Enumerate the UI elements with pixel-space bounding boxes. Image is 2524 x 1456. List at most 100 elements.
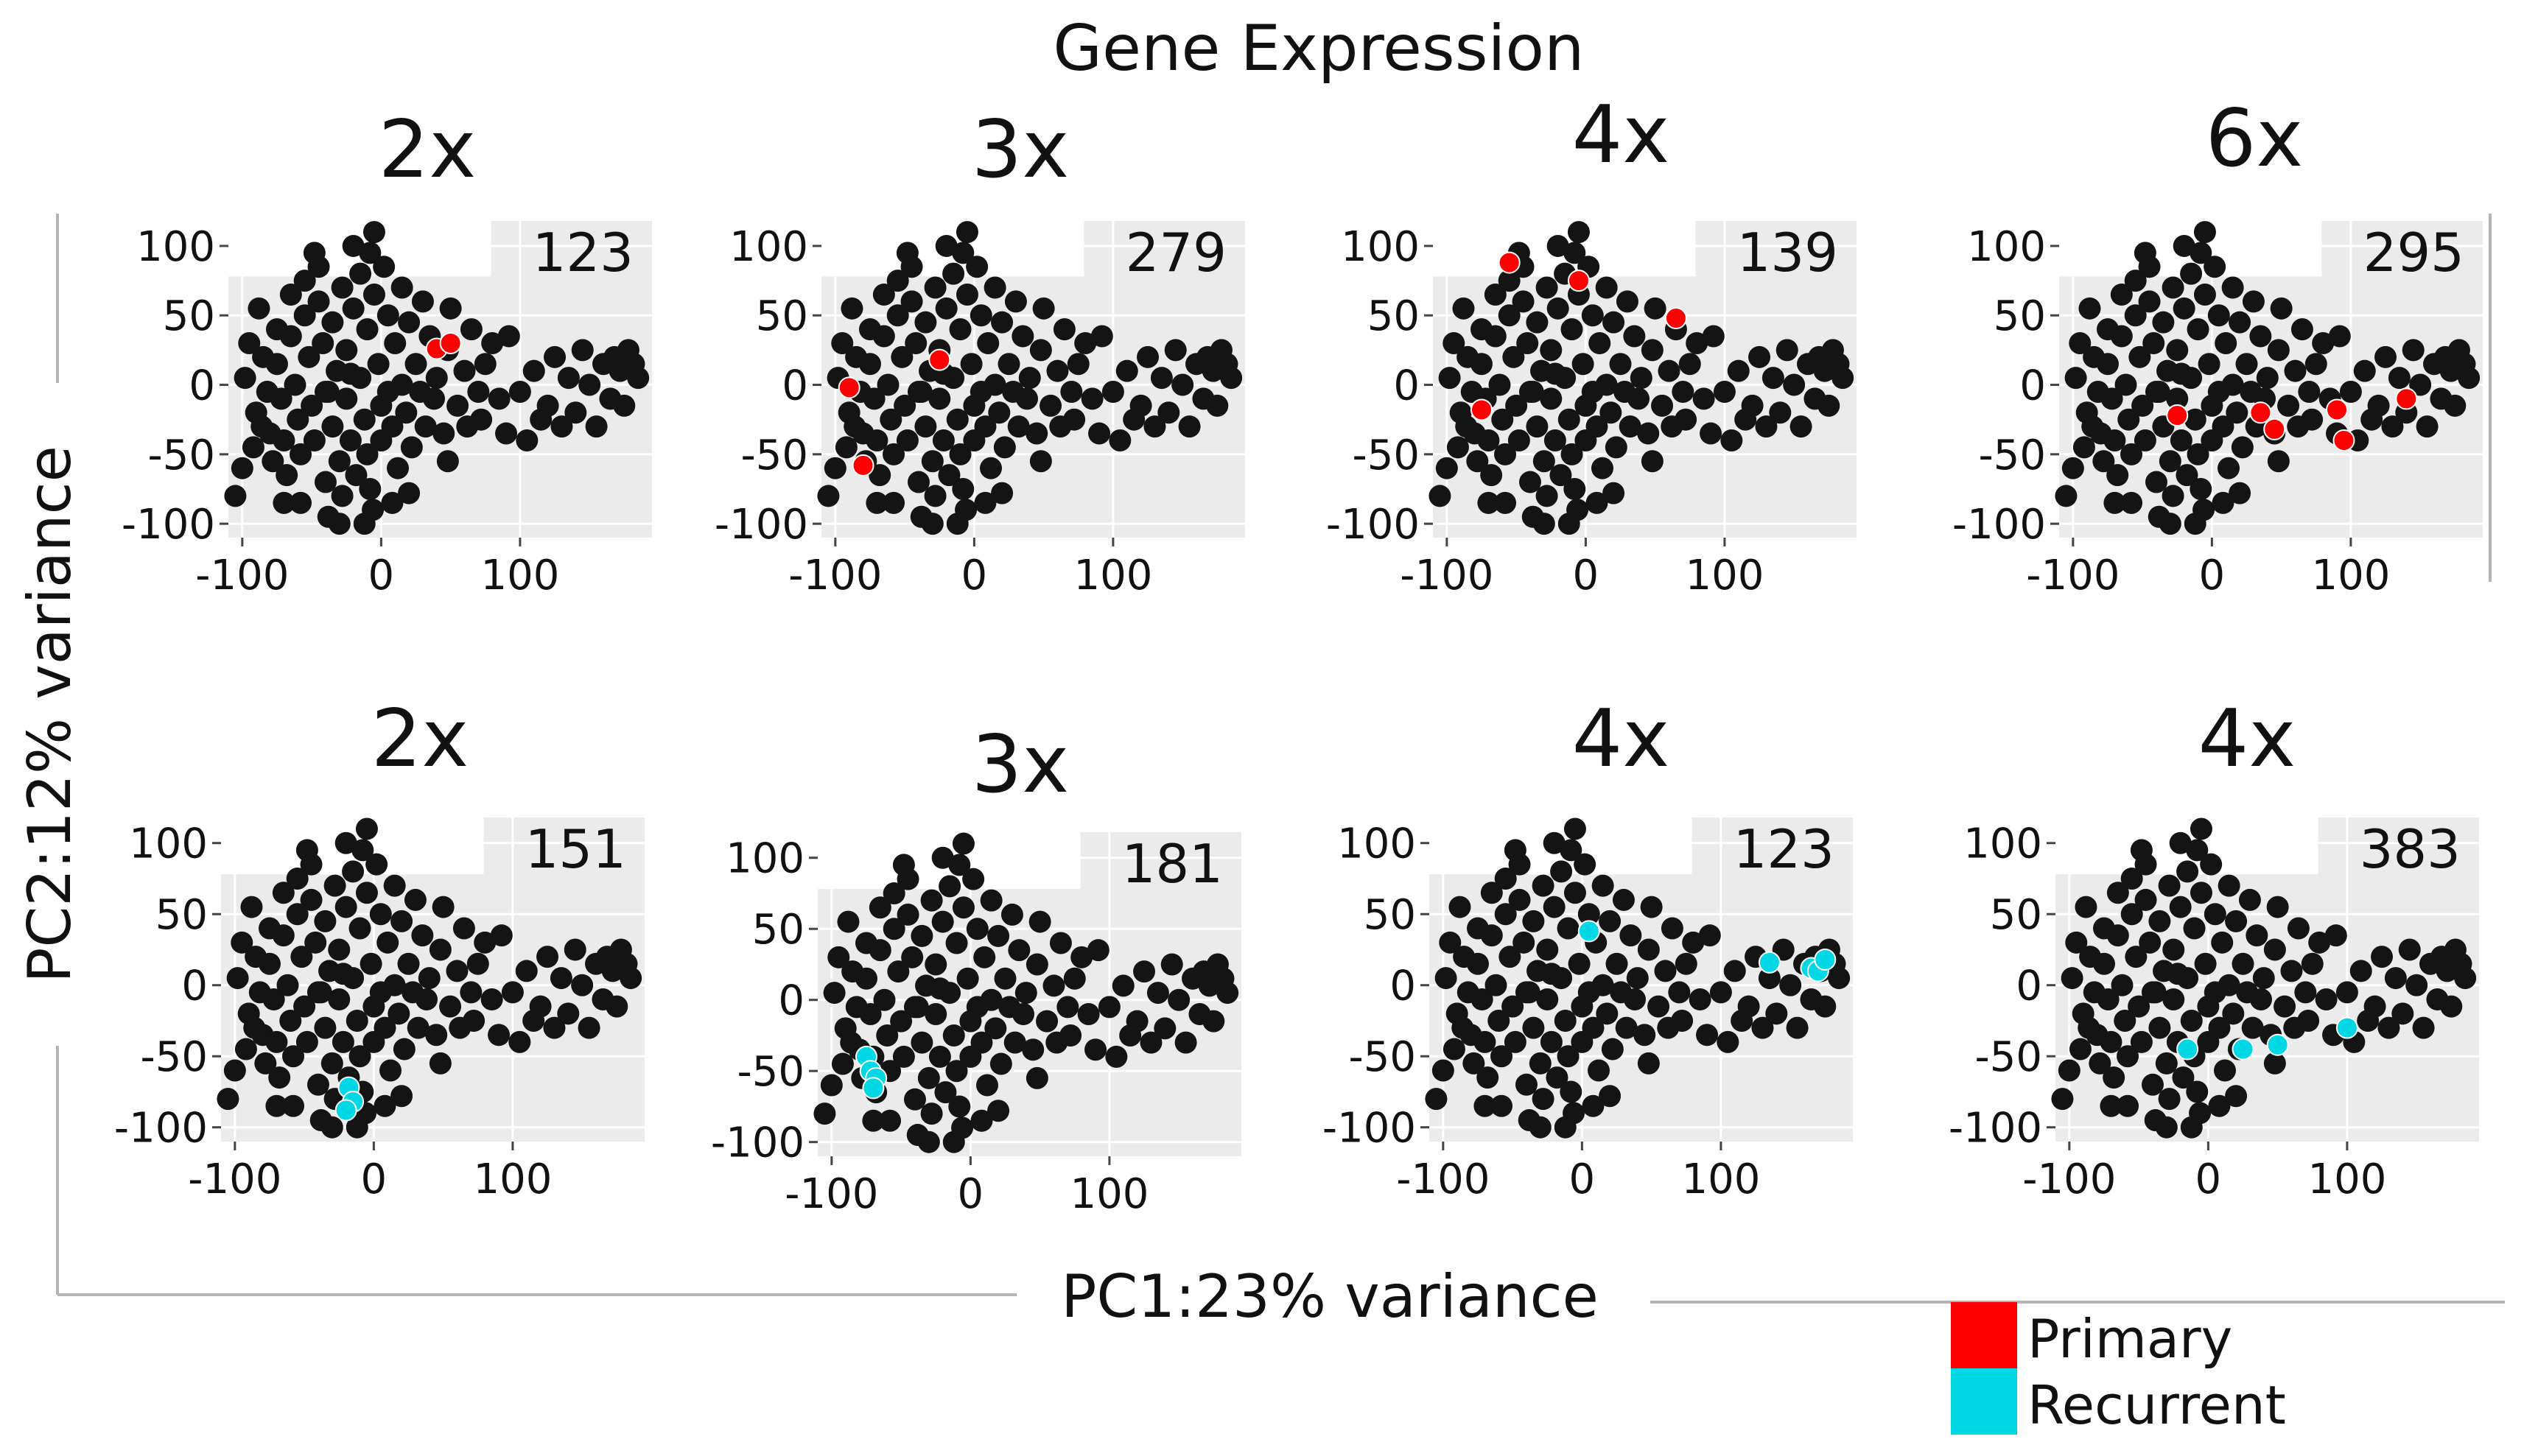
data-point [2186,1080,2209,1103]
data-point [1000,903,1023,926]
legend-recurrent-swatch [1951,1368,2017,1435]
data-point [1466,450,1489,473]
data-point [578,373,601,396]
figure-title: Gene Expression [1053,12,1584,85]
data-point [384,331,407,354]
data-point [1484,283,1507,306]
primary-data-point [1470,398,1493,421]
data-point [2100,387,2123,410]
data-point [1577,903,1600,926]
data-point [2114,1009,2136,1032]
data-point [1640,896,1663,918]
data-point [1574,853,1596,876]
data-point [2294,981,2317,1004]
panel-title: 4x [2198,693,2296,785]
data-point [282,1045,305,1068]
data-point [1526,415,1549,438]
data-point [303,429,326,451]
data-point [1651,394,1674,417]
data-point [1470,353,1493,376]
data-point [1615,1016,1638,1039]
data-point [272,924,295,947]
y-axis-label-bg [15,383,102,1046]
data-point [480,988,503,1011]
data-point [1814,995,1837,1018]
data-point [924,485,947,507]
data-point [2097,988,2120,1011]
data-point [2204,256,2226,278]
data-point [265,353,288,376]
data-point [900,290,923,313]
y-tick-label: -50 [741,432,808,479]
data-point [1619,924,1642,947]
data-point [1220,367,1243,390]
x-tick-label: 100 [1073,552,1152,599]
primary-data-point [2395,387,2418,410]
data-point [606,995,628,1018]
data-point [1644,297,1666,320]
y-tick-label: -100 [122,501,215,549]
data-point [342,297,365,320]
scatter-panel-2: 100 50 0 -50 -100-100 0 100 3x 279 [715,104,1245,599]
data-point [890,1010,913,1033]
data-point [1817,394,1840,417]
data-point [1560,443,1583,465]
data-point [436,450,459,473]
data-point [2184,408,2206,431]
x-axis-label: PC1:23% variance [1061,1262,1599,1331]
data-point [2241,1016,2264,1039]
data-point [2072,436,2095,459]
data-point [949,318,972,341]
x-tick-label: 0 [368,552,395,599]
data-point [2229,482,2251,504]
data-point [987,924,1010,947]
data-point [970,304,992,327]
data-point [1557,408,1580,431]
data-point [1477,491,1500,514]
data-point [2391,1002,2414,1025]
data-point [470,408,493,431]
data-point [529,995,552,1018]
data-point [866,429,888,451]
recurrent-data-point [1814,948,1837,971]
data-point [2144,981,2167,1004]
data-point [2193,283,2216,306]
data-point [362,499,385,521]
data-point [2155,1116,2178,1139]
data-point [1641,339,1664,362]
primary-data-point [852,454,874,476]
data-point [1491,408,1514,431]
data-point [2304,353,2327,376]
data-point [293,304,316,327]
y-tick-label: -50 [1353,432,1420,479]
data-point [883,443,905,465]
y-tick-label: -50 [148,432,215,479]
data-point [273,491,295,514]
data-point [2444,394,2467,417]
data-point [1599,910,1622,932]
x-tick-label: -100 [785,1170,878,1218]
data-point [1599,401,1622,424]
data-point [869,939,891,962]
data-point [872,325,895,348]
panel-title: 4x [1572,89,1670,181]
data-point [306,1073,329,1096]
data-point [2148,1016,2171,1039]
legend-recurrent-label: Recurrent [2027,1374,2286,1436]
data-point [1566,499,1589,521]
data-point [411,290,434,313]
y-tick-label: 50 [163,292,215,340]
data-point [1007,415,1030,438]
recurrent-data-point [2232,1038,2254,1061]
recurrent-data-point [1577,920,1600,943]
data-point [2190,242,2212,264]
data-point [2155,1052,2178,1075]
data-point [2162,485,2184,507]
data-point [858,353,881,376]
data-point [2221,373,2244,396]
data-point [905,331,928,354]
data-point [2249,325,2272,348]
data-point [987,1100,1010,1122]
data-point [2117,1094,2139,1117]
data-point [2212,491,2234,514]
